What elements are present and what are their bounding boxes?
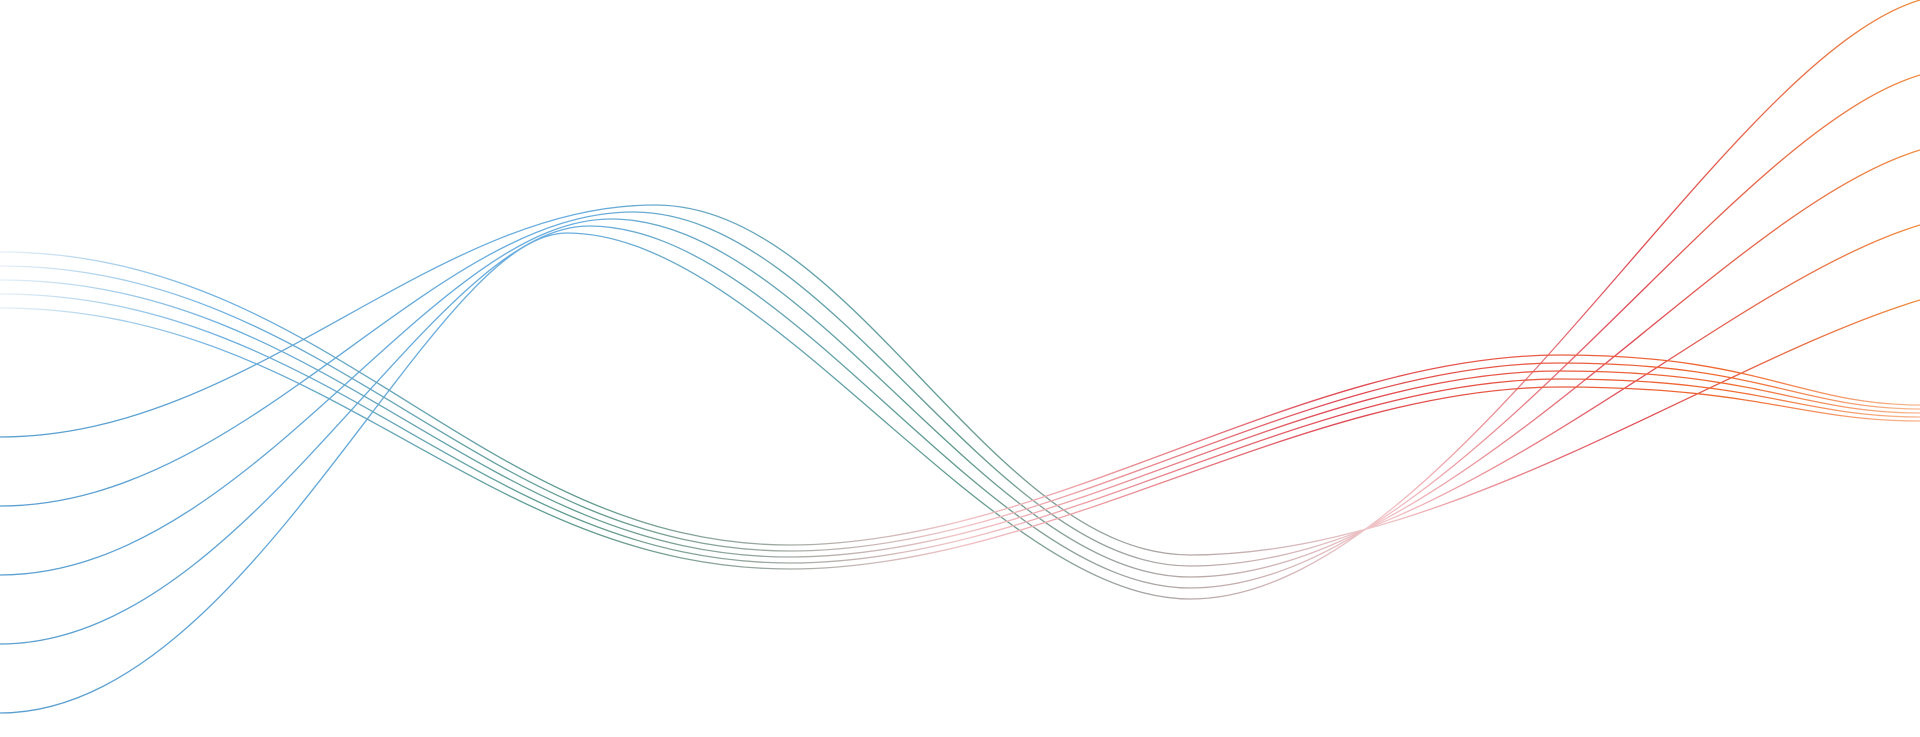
rising-wave-group	[0, 0, 1920, 714]
falling-wave-line	[0, 307, 1920, 570]
rising-wave-line	[0, 211, 1920, 567]
rising-wave-line	[0, 74, 1920, 645]
falling-wave-group	[0, 251, 1920, 570]
falling-wave-line	[0, 293, 1920, 564]
falling-wave-line	[0, 265, 1920, 552]
rising-wave-line	[0, 204, 1920, 556]
rising-wave-line	[0, 149, 1920, 578]
falling-wave-line	[0, 251, 1920, 546]
falling-wave-line	[0, 279, 1920, 558]
rising-wave-line	[0, 0, 1920, 714]
